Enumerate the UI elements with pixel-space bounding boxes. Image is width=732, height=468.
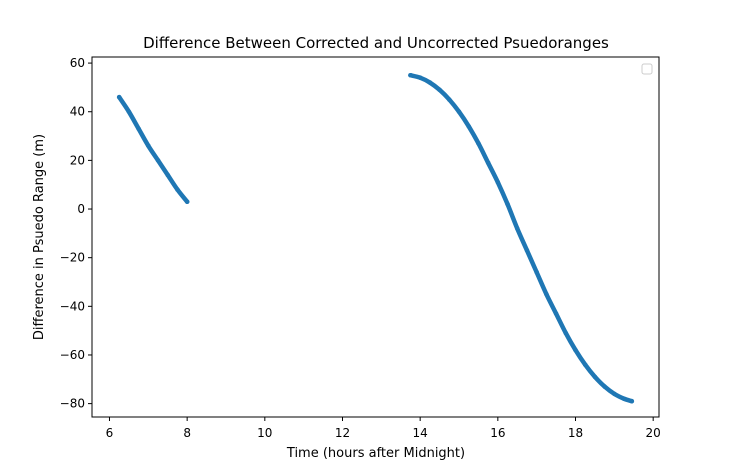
data-point	[146, 143, 151, 149]
data-point	[165, 172, 171, 178]
y-axis-title: Difference in Psuedo Range (m)	[32, 134, 47, 340]
data-point	[602, 384, 607, 389]
data-point	[417, 75, 423, 80]
axes-frame	[91, 56, 660, 418]
data-point	[476, 141, 481, 146]
x-axis-title: Time (hours after Midnight)	[286, 446, 465, 461]
data-point	[485, 160, 491, 166]
data-point	[175, 187, 180, 192]
data-point	[612, 391, 617, 397]
data-point	[126, 109, 132, 115]
y-tick-label: −60	[60, 348, 85, 362]
data-point	[437, 87, 442, 93]
y-tick-label: −80	[60, 397, 85, 411]
y-tick-label: −20	[60, 251, 85, 265]
data-point	[514, 226, 520, 231]
data-point	[563, 330, 569, 336]
data-point	[629, 398, 635, 404]
data-point	[524, 248, 530, 253]
data-point	[553, 311, 559, 316]
x-tick-label: 6	[106, 426, 114, 440]
legend-box	[641, 63, 653, 75]
x-tick-label: 16	[490, 426, 505, 440]
y-tick-label: −40	[60, 299, 85, 313]
data-point	[505, 201, 510, 207]
y-tick-label: 60	[70, 56, 85, 70]
y-tick-label: 0	[77, 202, 85, 216]
data-point	[466, 124, 472, 129]
data-point	[184, 199, 190, 205]
x-tick-label: 20	[646, 426, 661, 440]
plot-area: 6 8 10 12 14 16 18 20 −80 −60 −40 −20 0 20 40 60	[60, 56, 661, 440]
x-tick-label: 14	[413, 426, 428, 440]
x-tick-label: 8	[183, 426, 191, 440]
data-point	[582, 362, 588, 368]
data-point	[408, 72, 413, 78]
data-point	[136, 126, 141, 132]
data-point	[427, 80, 433, 85]
data-point	[534, 269, 539, 275]
chart-title: Difference Between Corrected and Uncorre…	[143, 34, 609, 52]
x-tick-label: 18	[568, 426, 583, 440]
data-point	[544, 291, 549, 297]
x-tick-label: 10	[257, 426, 272, 440]
data-point	[456, 109, 462, 115]
data-point	[573, 347, 578, 353]
y-tick-label: 20	[70, 153, 85, 167]
data-point	[592, 374, 598, 380]
data-point	[116, 94, 122, 100]
data-point	[446, 97, 452, 102]
data-point	[155, 158, 161, 163]
data-point	[621, 396, 627, 402]
y-tick-label: 40	[70, 105, 85, 119]
x-tick-label: 12	[335, 426, 350, 440]
data-point	[495, 179, 501, 185]
series-2-trace	[408, 72, 635, 404]
